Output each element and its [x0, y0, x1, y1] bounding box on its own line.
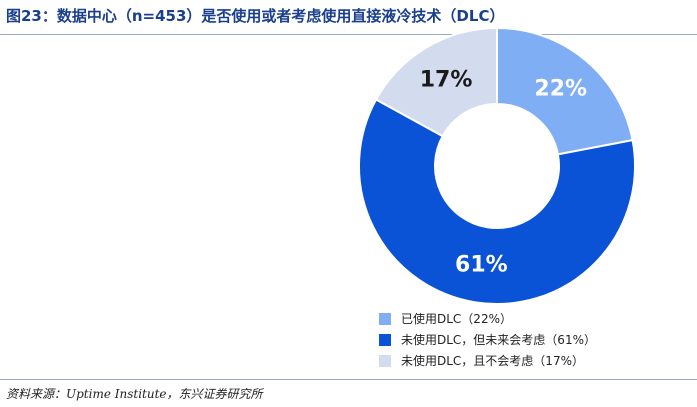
- slice-used: [496, 26, 634, 156]
- donut-slice-labels: 22% 61% 17%: [420, 67, 587, 277]
- legend-swatch-not-consider: [379, 354, 391, 367]
- legend-item-used: 已使用DLC（22%）: [379, 308, 629, 329]
- legend-label-not-consider: 未使用DLC，且不会考虑（17%）: [401, 354, 584, 368]
- slice-will-consider-label: 61%: [455, 252, 508, 277]
- chart-legend: 已使用DLC（22%） 未使用DLC，但未来会考虑（61%） 未使用DLC，且不…: [379, 308, 629, 371]
- source-note: 资料来源：Uptime Institute，东兴证券研究所: [6, 387, 263, 401]
- legend-item-not-consider: 未使用DLC，且不会考虑（17%）: [379, 350, 629, 371]
- slice-used-label: 22%: [534, 76, 587, 101]
- figure-title: 图23：数据中心（n=453）是否使用或者考虑使用直接液冷技术（DLC）: [6, 7, 505, 25]
- legend-label-will-consider: 未使用DLC，但未来会考虑（61%）: [401, 333, 596, 347]
- donut-slices: [358, 26, 636, 305]
- title-divider: [0, 34, 697, 35]
- legend-swatch-used: [379, 312, 391, 325]
- legend-swatch-will-consider: [379, 333, 391, 346]
- legend-item-will-consider: 未使用DLC，但未来会考虑（61%）: [379, 329, 629, 350]
- slice-not-consider: [374, 26, 498, 138]
- slice-not-consider-label: 17%: [420, 67, 473, 92]
- source-divider: [0, 379, 697, 380]
- legend-label-used: 已使用DLC（22%）: [401, 312, 512, 326]
- slice-will-consider: [358, 98, 636, 305]
